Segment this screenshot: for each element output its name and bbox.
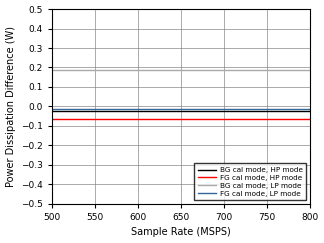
Legend: BG cal mode, HP mode, FG cal mode, HP mode, BG cal mode, LP mode, FG cal mode, L: BG cal mode, HP mode, FG cal mode, HP mo…	[194, 163, 306, 200]
Y-axis label: Power Dissipation Difference (W): Power Dissipation Difference (W)	[6, 26, 16, 187]
X-axis label: Sample Rate (MSPS): Sample Rate (MSPS)	[131, 227, 231, 237]
